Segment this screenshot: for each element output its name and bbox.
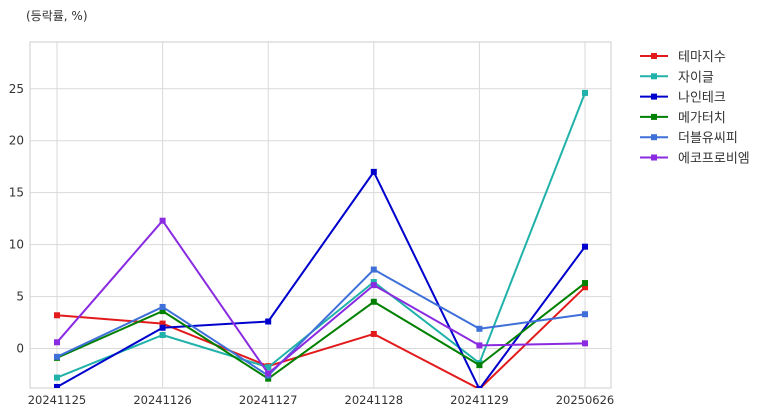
data-point <box>265 370 272 377</box>
data-point <box>265 364 272 371</box>
data-point <box>159 217 166 224</box>
series-line <box>56 286 586 388</box>
y-tick-label: 20 <box>9 134 24 148</box>
x-tick-label: 20241127 <box>239 393 298 407</box>
data-point <box>265 318 272 325</box>
y-tick-label: 25 <box>9 82 24 96</box>
legend-label: 에코프로비엠 <box>678 152 750 167</box>
data-point <box>159 332 166 339</box>
data-point <box>476 325 483 332</box>
data-point <box>370 266 377 273</box>
data-point <box>265 375 272 382</box>
data-point <box>370 282 377 289</box>
legend-marker <box>651 134 657 141</box>
legend-label: 나인테크 <box>678 91 726 106</box>
data-point <box>582 340 588 347</box>
legend-item[interactable]: 메가터치 <box>640 111 726 126</box>
legend-label: 자이글 <box>678 70 714 85</box>
series-line <box>56 219 586 375</box>
series-layer <box>54 89 588 388</box>
grid <box>29 41 612 389</box>
legend-marker <box>651 113 657 120</box>
x-tick-label: 20241126 <box>133 393 192 407</box>
data-point <box>54 374 60 381</box>
legend-marker <box>651 73 657 80</box>
legend-label: 테마지수 <box>678 50 726 65</box>
data-point <box>159 320 166 327</box>
data-point <box>582 284 588 291</box>
series-clip-group <box>54 89 588 388</box>
x-tick-label: 20250626 <box>556 393 615 407</box>
plot-frame <box>29 41 612 389</box>
data-point <box>159 303 166 310</box>
y-tick-label: 10 <box>9 238 24 252</box>
legend-marker <box>651 93 657 100</box>
series-line <box>56 92 586 379</box>
data-point <box>476 362 483 369</box>
y-tick-label: 0 <box>16 342 24 356</box>
series-line <box>56 170 586 388</box>
data-point <box>370 168 377 175</box>
legend-item[interactable]: 에코프로비엠 <box>640 152 750 167</box>
data-point <box>370 298 377 305</box>
data-point <box>54 339 60 346</box>
series-line <box>56 268 586 377</box>
data-point <box>54 353 60 360</box>
data-point <box>582 243 588 250</box>
data-point <box>582 89 588 96</box>
data-point <box>159 324 166 331</box>
y-tick-label: 15 <box>9 186 24 200</box>
data-point <box>159 308 166 315</box>
series-3 <box>54 168 588 388</box>
legend-marker <box>651 154 657 161</box>
axes: 0 5 10 15 20 25 20241125 20241126 20241127 202411… <box>9 82 615 407</box>
y-tick-label: 5 <box>16 290 24 304</box>
legend-item[interactable]: 자이글 <box>640 70 714 85</box>
data-point <box>476 342 483 349</box>
data-point <box>582 311 588 318</box>
legend-item[interactable]: 더블유씨피 <box>640 131 738 146</box>
data-point <box>54 383 60 388</box>
series-line <box>56 282 586 380</box>
x-tick-label: 20241129 <box>450 393 509 407</box>
legend-marker <box>651 53 657 59</box>
legend-item[interactable]: 나인테크 <box>640 91 726 106</box>
legend-label: 메가터치 <box>678 111 726 126</box>
data-point <box>476 386 483 388</box>
x-tick-label: 20241125 <box>28 393 87 407</box>
x-tick-label: 20241128 <box>345 393 404 407</box>
legend-label: 더블유씨피 <box>678 131 738 146</box>
legend-item[interactable]: 테마지수 <box>640 50 726 65</box>
data-point <box>370 330 377 337</box>
unit-label: (등락률, %) <box>26 9 88 23</box>
data-point <box>370 279 377 286</box>
series-6 <box>54 217 588 377</box>
data-point <box>582 280 588 287</box>
data-point <box>54 312 60 319</box>
